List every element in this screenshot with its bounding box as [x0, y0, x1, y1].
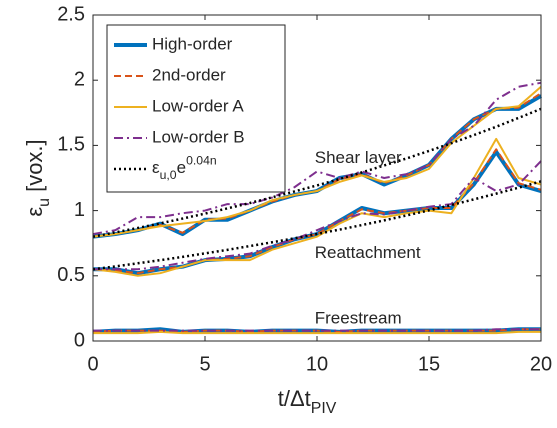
y-tick-label: 2.5 — [57, 3, 85, 25]
y-tick-label: 0 — [74, 329, 85, 351]
y-tick-label: 2 — [74, 68, 85, 90]
series-line — [92, 81, 542, 236]
annotation: Reattachment — [315, 243, 421, 262]
series-line — [93, 330, 541, 335]
annotation: Freestream — [315, 308, 402, 327]
series-line — [93, 328, 541, 332]
legend-label: 2nd-order — [152, 65, 226, 84]
text-part: ε — [22, 207, 47, 217]
x-tick-label: 5 — [199, 353, 210, 375]
text-part: u,0 — [160, 168, 177, 182]
series-line — [93, 160, 542, 271]
legend-label: Low-order A — [152, 96, 244, 115]
text-part: 0.04n — [186, 154, 217, 168]
y-tick-label: 1.5 — [57, 134, 85, 156]
x-tick-label: 15 — [418, 353, 440, 375]
text-part: ε — [152, 158, 160, 177]
y-tick-label: 1 — [74, 199, 85, 221]
legend-label: Low-order B — [152, 127, 245, 146]
text-part: u — [36, 198, 53, 207]
y-axis-label: εu [vox.] — [22, 139, 53, 216]
x-tick-label: 20 — [530, 353, 552, 375]
text-part: PIV — [311, 400, 337, 417]
annotation: Shear layer — [315, 148, 402, 167]
legend-label: εu,0e0.04n — [152, 154, 217, 182]
text-part: t/Δt — [278, 386, 311, 411]
x-tick-label: 10 — [306, 353, 328, 375]
text-part: e — [177, 158, 186, 177]
series-line — [92, 180, 542, 271]
series-line — [92, 107, 542, 238]
series-line — [92, 137, 542, 277]
x-axis-label: t/ΔtPIV — [278, 386, 337, 417]
x-tick-label: 0 — [87, 353, 98, 375]
text-part: [vox.] — [22, 139, 47, 198]
legend-box — [106, 24, 286, 193]
y-tick-label: 0.5 — [57, 264, 85, 286]
series-line — [92, 85, 542, 238]
legend-label: High-order — [152, 34, 233, 53]
